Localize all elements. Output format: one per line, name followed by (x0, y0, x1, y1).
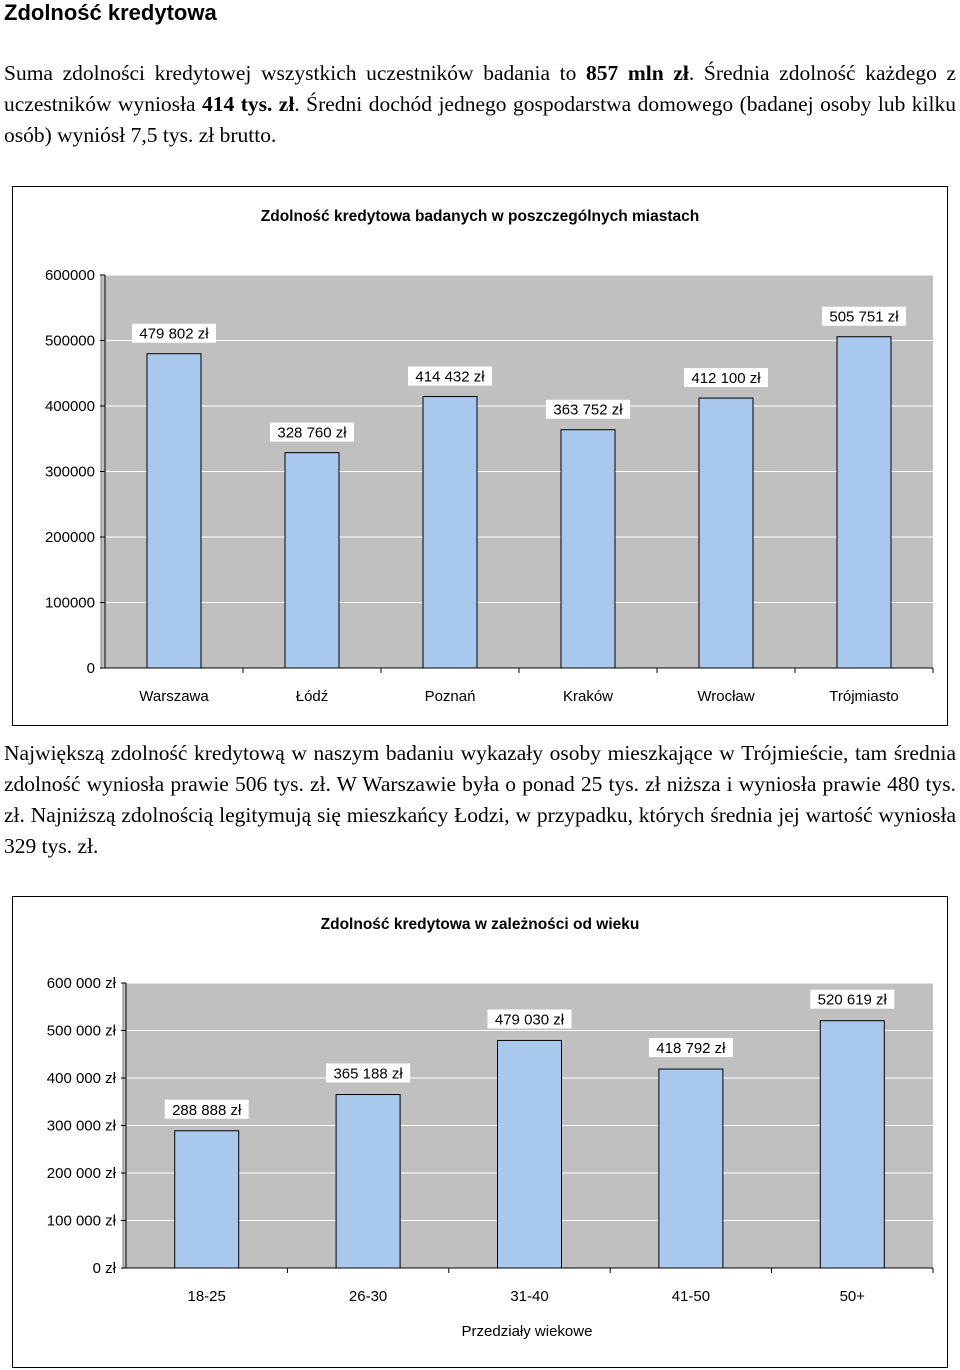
city-chart-data-label-bg (132, 323, 216, 343)
age-chart-bar (819, 1020, 885, 1269)
age-chart-ytick-label: 500 000 zł (47, 1023, 117, 1040)
city-chart-svg: Zdolność kredytowa badanych w poszczegól… (45, 208, 934, 705)
city-chart-bar (836, 336, 892, 669)
city-chart-data-label: 414 432 zł (415, 369, 485, 386)
age-chart-data-label-bg (164, 1099, 249, 1119)
section-heading: Zdolność kredytowa (4, 0, 217, 25)
city-chart-data-label-bg (408, 366, 492, 386)
age-chart-bar (335, 1094, 401, 1269)
intro-text-a: Suma zdolności kredytowej wszystkich ucz… (4, 61, 587, 85)
city-chart-ytick-label: 500000 (45, 333, 95, 350)
age-chart-data-label: 288 888 zł (172, 1102, 242, 1119)
city-chart-bar (422, 396, 478, 669)
city-chart-title: Zdolność kredytowa badanych w poszczegól… (261, 208, 699, 225)
age-chart-data-label-bg (326, 1063, 411, 1083)
age-chart-data-label: 365 188 zł (333, 1066, 403, 1083)
age-chart-bar (497, 1039, 562, 1269)
intro-average-value: 414 tys. zł (202, 92, 295, 116)
city-chart-ytick-label: 400000 (45, 398, 95, 415)
age-chart-data-label-bg (810, 989, 895, 1009)
age-chart-data-label-bg (648, 1038, 733, 1058)
city-chart-ytick-label: 100000 (45, 595, 95, 612)
age-chart-ytick-label: 0 zł (93, 1260, 117, 1277)
age-chart-title: Zdolność kredytowa w zależności od wieku (321, 916, 640, 933)
city-chart-category-label: Poznań (425, 688, 476, 705)
city-chart-data-label-bg (270, 422, 354, 442)
city-chart: Zdolność kredytowa badanych w poszczegól… (12, 186, 948, 726)
city-chart-bar (698, 397, 754, 669)
age-chart-ytick-label: 200 000 zł (47, 1165, 117, 1182)
intro-total-value: 857 mln zł (586, 61, 689, 85)
age-chart-category-label: 18-25 (188, 1288, 226, 1305)
city-chart-data-label: 363 752 zł (553, 402, 623, 419)
city-chart-ytick-label: 600000 (45, 267, 95, 284)
age-chart-category-label: 26-30 (349, 1288, 387, 1305)
city-chart-category-label: Trójmiasto (829, 688, 898, 705)
city-chart-data-label: 412 100 zł (691, 370, 761, 387)
intro-text-e: . Średni dochód jednego gospodarstwa dom… (4, 92, 956, 147)
age-chart-bar (658, 1068, 724, 1269)
age-chart-ytick-label: 100 000 zł (47, 1213, 117, 1230)
age-chart-data-label: 479 030 zł (495, 1011, 565, 1028)
city-chart-category-label: Warszawa (139, 688, 209, 705)
age-chart-category-label: 41-50 (672, 1288, 710, 1305)
age-chart-ytick-label: 300 000 zł (47, 1118, 117, 1135)
city-chart-ytick-label: 200000 (45, 529, 95, 546)
city-chart-data-label: 328 760 zł (277, 425, 347, 442)
city-chart-bar (560, 429, 616, 669)
city-chart-bar (284, 452, 340, 669)
city-chart-data-label-bg (684, 368, 768, 388)
age-chart: Zdolność kredytowa w zależności od wieku… (12, 896, 948, 1368)
city-chart-ytick-label: 0 (87, 660, 95, 677)
age-chart-ytick-label: 600 000 zł (47, 975, 117, 992)
intro-paragraph: Suma zdolności kredytowej wszystkich ucz… (4, 58, 956, 151)
intro-text-c: . Średnia zdolność każdego z uczestników… (4, 61, 956, 116)
age-chart-ytick-label: 400 000 zł (47, 1070, 117, 1087)
age-chart-x-axis-title: Przedziały wiekowe (462, 1323, 593, 1340)
age-chart-svg: Zdolność kredytowa w zależności od wieku… (47, 916, 934, 1340)
city-chart-category-label: Wrocław (697, 688, 754, 705)
city-chart-ytick-label: 300000 (45, 464, 95, 481)
age-chart-category-label: 31-40 (510, 1288, 548, 1305)
age-chart-data-label: 418 792 zł (656, 1040, 726, 1057)
age-chart-category-label: 50+ (840, 1288, 866, 1305)
city-chart-data-label: 505 751 zł (829, 309, 899, 326)
city-chart-data-label-bg (546, 399, 630, 419)
city-chart-bar (146, 353, 202, 669)
summary-paragraph: Największą zdolność kredytową w naszym b… (4, 741, 956, 858)
age-chart-data-label: 520 619 zł (818, 992, 888, 1009)
age-chart-bar (174, 1130, 240, 1269)
city-chart-category-label: Kraków (563, 688, 613, 705)
age-chart-data-label-bg (487, 1009, 572, 1029)
city-chart-category-label: Łódź (296, 688, 329, 705)
city-chart-data-label-bg (822, 306, 906, 326)
city-chart-data-label: 479 802 zł (139, 326, 209, 343)
